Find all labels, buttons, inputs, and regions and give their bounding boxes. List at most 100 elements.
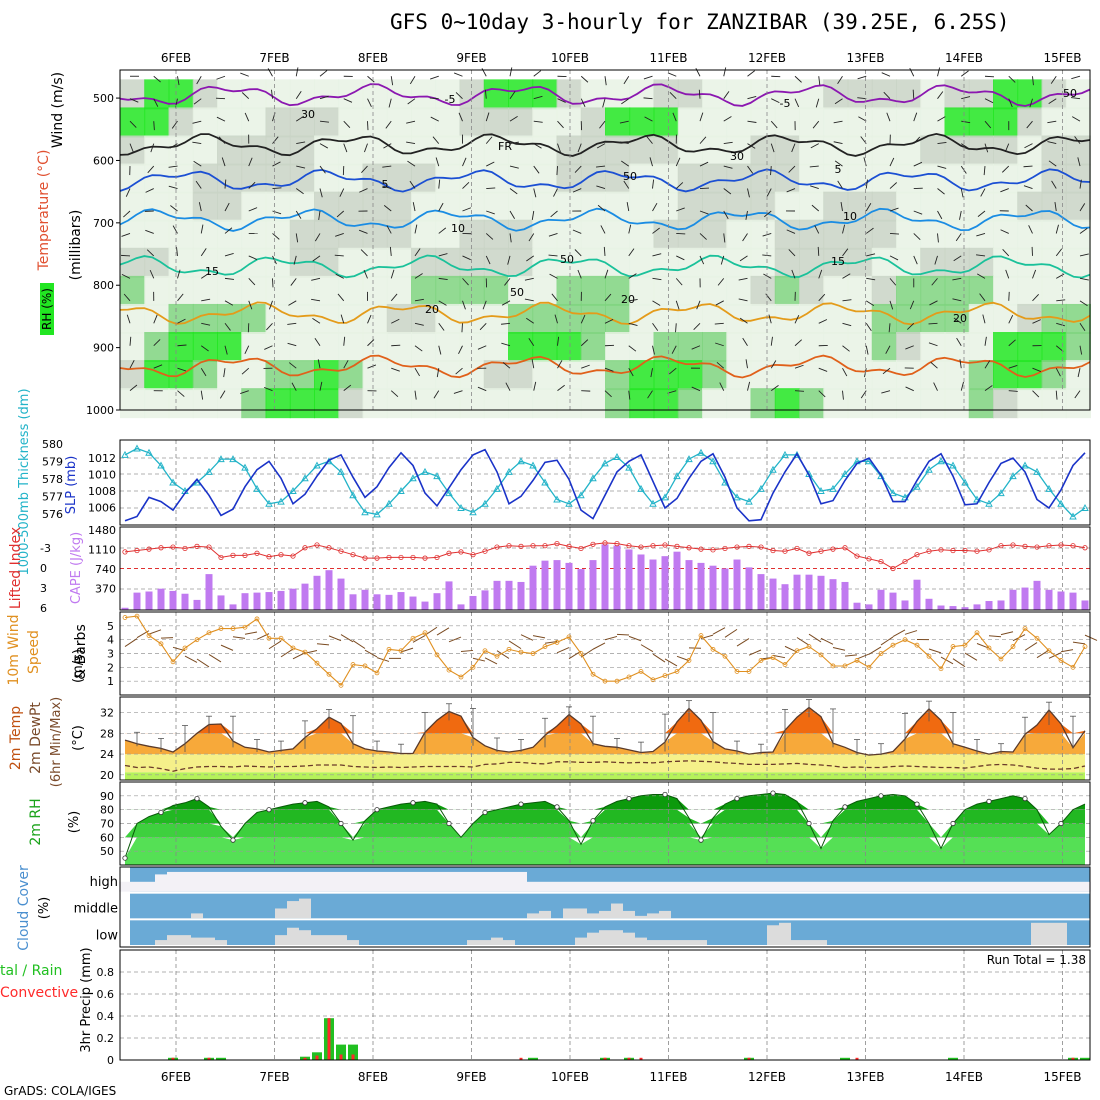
upper-ytick: 500 (93, 92, 114, 105)
lifted-index-point (506, 543, 512, 549)
rh-cell (702, 332, 728, 363)
wind-barb (960, 188, 964, 198)
wind-barb (407, 160, 416, 167)
wind-speed-point (410, 635, 416, 641)
wind-barb (193, 98, 202, 105)
lifted-index-point (614, 540, 620, 547)
wind-barb (458, 112, 463, 122)
wind-barb (1079, 345, 1083, 355)
temp-band-3 (125, 707, 1085, 734)
wind-barb (129, 360, 135, 369)
wind-barb (149, 269, 155, 279)
rh-cell (944, 163, 970, 194)
wind-barb (961, 143, 970, 149)
wind-speed-point (134, 613, 140, 619)
rh-cell (629, 332, 655, 363)
rh-cell (896, 275, 922, 306)
rh-cell (508, 163, 534, 194)
wind-barb (788, 249, 796, 257)
wind-barb (619, 141, 629, 145)
wind-barb (224, 323, 231, 331)
wind-barb (929, 300, 938, 306)
wind-barb (881, 72, 891, 77)
cloud-level-label: middle (74, 902, 118, 917)
wind-barb (129, 384, 138, 392)
cloud-cell (959, 881, 971, 892)
wind-speed-point (974, 630, 980, 636)
wind-barb (739, 255, 748, 262)
wind-barb (885, 345, 891, 354)
rh-cell (362, 191, 388, 222)
cloud-cell (179, 935, 191, 945)
rh-cell (968, 79, 994, 110)
wind-barb (1079, 179, 1082, 189)
lifted-index-point (854, 553, 860, 559)
thickness-point (973, 495, 981, 503)
wind-barb (436, 368, 440, 378)
rh-point (734, 795, 740, 802)
ylabel-cloud-unit: (%) (37, 897, 52, 920)
ylabel-wind-unit: (m/s) (71, 649, 86, 683)
wind-barb (1079, 203, 1086, 212)
rh-cell (580, 360, 606, 391)
wind-barb (857, 97, 867, 100)
cape-bar (277, 590, 285, 610)
lifted-index-point (998, 543, 1004, 549)
rh-cell (144, 388, 170, 419)
temp-line (124, 706, 1086, 756)
contour-label: 10 (843, 210, 857, 223)
lifted-index-point (590, 541, 596, 547)
rh-cell (532, 135, 558, 166)
wind-barb (414, 224, 418, 234)
cloud-cell (167, 935, 179, 945)
contour-label: 5 (835, 163, 842, 176)
wind-barb (533, 143, 542, 149)
rh-cell (993, 332, 1019, 363)
wind-barb (391, 344, 401, 347)
temp-contour-minus5 (119, 83, 1091, 107)
date-label-bottom: 8FEB (358, 1070, 388, 1084)
wind-barb (126, 314, 131, 324)
wind-barb (770, 384, 779, 392)
rh-cell (993, 360, 1019, 391)
rh-cell (702, 388, 728, 419)
lifted-index-point (830, 546, 836, 552)
lifted-index-point (482, 548, 488, 554)
wind-barb (171, 120, 178, 129)
rh-cell (944, 191, 970, 222)
wind-barb (742, 337, 748, 346)
wind-barb (296, 115, 305, 122)
wind-barb (509, 115, 518, 122)
precip-convective-bar (207, 1057, 211, 1060)
cape-bar (553, 560, 561, 610)
wind-barb (414, 322, 424, 326)
wind-barb (888, 323, 891, 333)
wind-speed-point (830, 663, 836, 669)
cape-bar (649, 559, 657, 610)
wind-barb (554, 314, 558, 324)
wind-barb (336, 210, 345, 218)
wind-barb (153, 314, 158, 324)
cape-bar (769, 578, 777, 610)
wind-barb (984, 360, 991, 369)
lifted-index-point (818, 548, 824, 554)
rh-cell (993, 388, 1019, 419)
wind-speed-point (566, 634, 572, 640)
rh-cell (580, 303, 606, 334)
wind-speed-point (614, 678, 620, 684)
surface-wind-barb (640, 644, 654, 653)
cape-bar (889, 592, 897, 610)
wind-barb (462, 157, 467, 167)
surface-wind-barb (604, 635, 618, 641)
wind-barb (364, 143, 368, 153)
wind-barb (1071, 75, 1081, 80)
cloud-cell (335, 871, 347, 892)
rh-cell (580, 332, 606, 363)
cloud-cell (671, 940, 683, 945)
surface-wind-barb (448, 636, 462, 643)
thickness-ytick: 578 (42, 473, 63, 486)
thickness-ytick: 576 (42, 508, 63, 521)
thickness-point (649, 499, 657, 507)
precip-total-bar (336, 1044, 346, 1060)
rh-cell (944, 247, 970, 278)
